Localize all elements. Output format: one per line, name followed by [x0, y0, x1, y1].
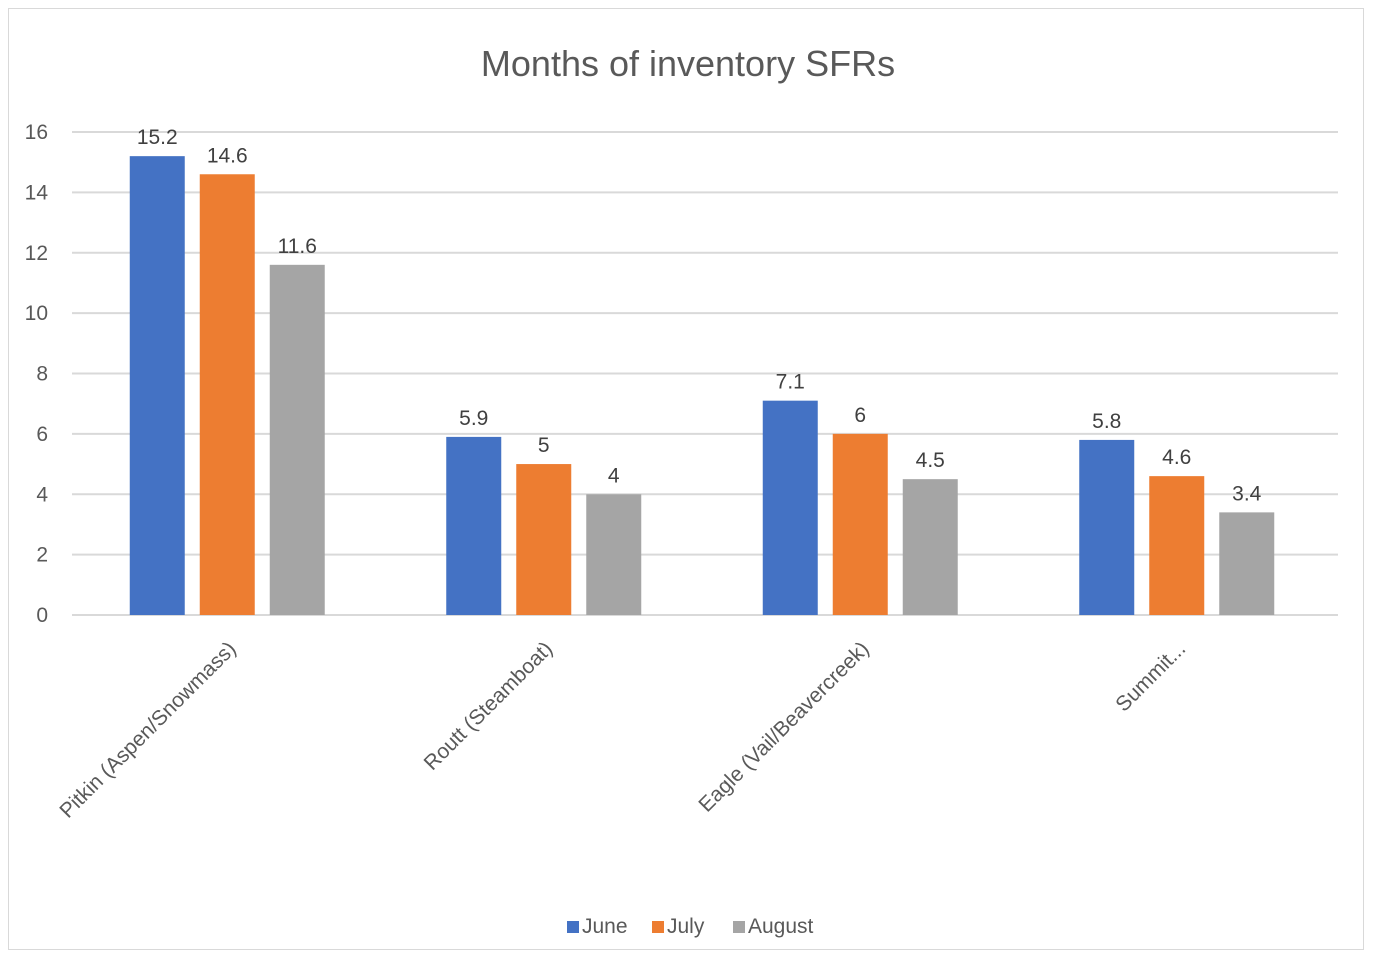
- bar-july-0: [199, 174, 255, 615]
- data-label: 4: [608, 464, 620, 487]
- legend-label-june: June: [582, 915, 628, 938]
- y-tick-label: 2: [36, 544, 48, 567]
- y-tick-label: 14: [25, 181, 49, 204]
- y-tick-label: 12: [25, 242, 48, 265]
- chart-title: Months of inventory SFRs: [481, 43, 895, 84]
- y-tick-label: 6: [36, 423, 48, 446]
- category-label: Pitkin (Aspen/Snowmass): [55, 637, 240, 822]
- bars: [129, 156, 1275, 615]
- category-label: Eagle (Vail/Beavercreek): [694, 637, 873, 816]
- bar-june-1: [446, 436, 502, 615]
- data-label: 3.4: [1232, 482, 1262, 505]
- legend-swatch-august: [733, 921, 745, 933]
- bar-august-2: [902, 479, 958, 615]
- data-label: 5.9: [459, 407, 488, 430]
- data-labels: 15.2 14.6 11.6 5.9 5 4 7.1 6 4.5 5.8 4.6 3.4: [137, 126, 1262, 505]
- bar-june-2: [762, 400, 818, 615]
- bar-august-1: [586, 494, 642, 615]
- data-label: 15.2: [137, 126, 178, 149]
- bar-august-0: [269, 264, 325, 615]
- data-label: 4.5: [916, 449, 945, 472]
- data-label: 4.6: [1162, 446, 1191, 469]
- legend: June July August: [567, 915, 814, 938]
- bar-june-3: [1079, 439, 1135, 615]
- data-label: 6: [854, 404, 866, 427]
- y-tick-label: 16: [25, 121, 48, 144]
- bar-july-1: [516, 464, 572, 615]
- y-axis: 0 2 4 6 8 10 12 14 16: [25, 121, 49, 627]
- legend-swatch-june: [567, 921, 579, 933]
- data-label: 11.6: [278, 235, 317, 258]
- category-label: Routt (Steamboat): [420, 637, 558, 775]
- data-label: 5: [538, 434, 550, 457]
- legend-label-july: July: [667, 915, 705, 938]
- legend-swatch-july: [652, 921, 664, 933]
- y-tick-label: 0: [36, 604, 48, 627]
- y-tick-label: 10: [25, 302, 48, 325]
- data-label: 5.8: [1092, 410, 1121, 433]
- bar-june-0: [129, 156, 185, 615]
- bar-july-3: [1149, 476, 1205, 615]
- data-label: 7.1: [776, 371, 805, 394]
- data-label: 14.6: [207, 144, 248, 167]
- y-tick-label: 8: [36, 363, 48, 386]
- gridlines: [72, 131, 1338, 616]
- legend-label-august: August: [748, 915, 814, 938]
- bar-august-3: [1219, 512, 1275, 615]
- category-label: Summit...: [1111, 637, 1190, 716]
- bar-july-2: [832, 433, 888, 615]
- x-axis: Pitkin (Aspen/Snowmass) Routt (Steamboat)…: [55, 637, 1190, 822]
- y-tick-label: 4: [36, 483, 48, 506]
